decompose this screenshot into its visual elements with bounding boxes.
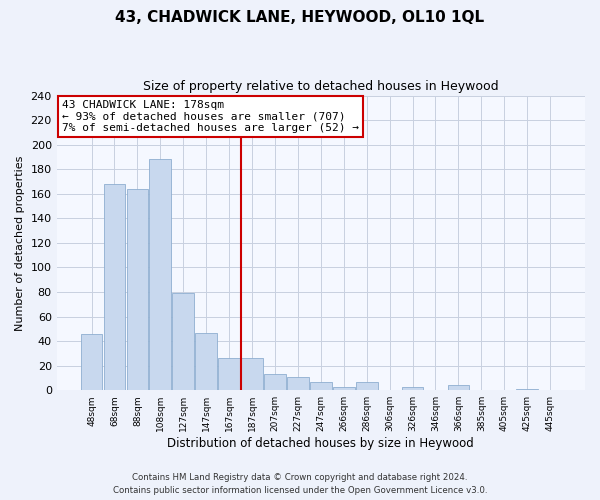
Title: Size of property relative to detached houses in Heywood: Size of property relative to detached ho… <box>143 80 499 93</box>
Bar <box>127 189 148 390</box>
Bar <box>333 386 355 390</box>
Bar <box>401 386 424 390</box>
Text: 43, CHADWICK LANE, HEYWOOD, OL10 1QL: 43, CHADWICK LANE, HEYWOOD, OL10 1QL <box>115 10 485 25</box>
Bar <box>356 382 377 390</box>
Bar <box>80 334 103 390</box>
Bar <box>448 386 469 390</box>
Bar <box>104 184 125 390</box>
Bar <box>310 382 332 390</box>
Bar <box>218 358 240 390</box>
Bar <box>516 389 538 390</box>
Bar <box>264 374 286 390</box>
Bar <box>172 293 194 390</box>
X-axis label: Distribution of detached houses by size in Heywood: Distribution of detached houses by size … <box>167 437 474 450</box>
Text: Contains HM Land Registry data © Crown copyright and database right 2024.
Contai: Contains HM Land Registry data © Crown c… <box>113 474 487 495</box>
Bar <box>241 358 263 390</box>
Text: 43 CHADWICK LANE: 178sqm
← 93% of detached houses are smaller (707)
7% of semi-d: 43 CHADWICK LANE: 178sqm ← 93% of detach… <box>62 100 359 133</box>
Bar <box>196 332 217 390</box>
Y-axis label: Number of detached properties: Number of detached properties <box>15 155 25 330</box>
Bar <box>287 376 309 390</box>
Bar <box>149 160 171 390</box>
